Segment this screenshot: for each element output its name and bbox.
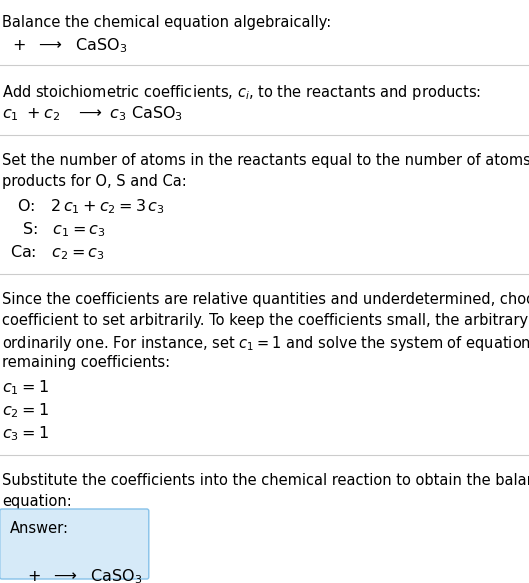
Text: Balance the chemical equation algebraically:: Balance the chemical equation algebraica… [2,15,331,30]
Text: $c_1=1$: $c_1=1$ [2,378,49,396]
Text: Set the number of atoms in the reactants equal to the number of atoms in the: Set the number of atoms in the reactants… [2,153,529,168]
Text: Answer:: Answer: [10,521,69,536]
Text: ordinarily one. For instance, set $c_1=1$ and solve the system of equations for : ordinarily one. For instance, set $c_1=1… [2,334,529,353]
Text: $c_3=1$: $c_3=1$ [2,424,49,442]
Text: $c_1\ +c_2\quad\longrightarrow\ c_3\ \mathrm{CaSO_3}$: $c_1\ +c_2\quad\longrightarrow\ c_3\ \ma… [2,104,183,122]
Text: Add stoichiometric coefficients, $c_i$, to the reactants and products:: Add stoichiometric coefficients, $c_i$, … [2,83,481,102]
Text: $c_2=1$: $c_2=1$ [2,401,49,420]
Text: $+\ \ \longrightarrow\ \ \mathrm{CaSO_3}$: $+\ \ \longrightarrow\ \ \mathrm{CaSO_3}… [27,567,142,583]
Text: O:   $2\,c_1+c_2=3\,c_3$: O: $2\,c_1+c_2=3\,c_3$ [12,197,165,216]
Text: Substitute the coefficients into the chemical reaction to obtain the balanced: Substitute the coefficients into the che… [2,473,529,488]
Text: equation:: equation: [2,494,71,509]
Text: $+\ \ \longrightarrow\ \ \mathrm{CaSO_3}$: $+\ \ \longrightarrow\ \ \mathrm{CaSO_3}… [12,36,127,55]
Text: remaining coefficients:: remaining coefficients: [2,355,170,370]
Text: S:   $c_1=c_3$: S: $c_1=c_3$ [17,220,106,238]
Text: Since the coefficients are relative quantities and underdetermined, choose a: Since the coefficients are relative quan… [2,292,529,307]
Text: coefficient to set arbitrarily. To keep the coefficients small, the arbitrary va: coefficient to set arbitrarily. To keep … [2,313,529,328]
FancyBboxPatch shape [0,509,149,579]
Text: Ca:   $c_2=c_3$: Ca: $c_2=c_3$ [10,243,104,262]
Text: products for O, S and Ca:: products for O, S and Ca: [2,174,187,189]
